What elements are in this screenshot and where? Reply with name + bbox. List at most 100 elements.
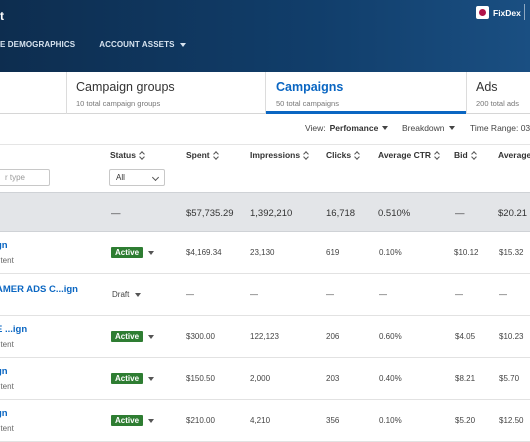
clicks-cell: 619 [326,248,340,257]
chevron-down-icon[interactable] [148,377,154,381]
campaign-name-link[interactable]: AMER ADS C...ign [0,284,78,295]
sort-icon [434,151,440,159]
tab-title: Ads [476,80,498,94]
chevron-down-icon[interactable] [148,251,154,255]
account-name: FixDex [493,7,521,18]
column-header-status[interactable]: Status [110,150,145,160]
average-cell: $15.32 [499,248,524,257]
bid-cell: $10.12 [454,248,479,257]
campaign-name-link[interactable]: gn [0,240,8,251]
column-header-average[interactable]: Average [498,150,530,160]
status-label[interactable]: Draft [112,290,130,299]
divider [66,72,67,114]
tab-ads[interactable]: Ads 200 total ads [466,72,530,114]
column-label: Spent [186,150,210,160]
total-impressions: 1,392,210 [250,208,293,219]
column-header-average-ctr[interactable]: Average CTR [378,150,440,160]
sort-icon [303,151,309,159]
sort-icon [213,151,219,159]
tab-campaign-groups[interactable]: Campaign groups 10 total campaign groups [66,72,265,114]
view-value: Perfomance [329,123,379,133]
column-label: Average CTR [378,150,432,160]
account-switcher[interactable]: FixDex [476,6,521,19]
column-header-clicks[interactable]: Clicks [326,150,360,160]
nav-item-demographics[interactable]: E DEMOGRAPHICS [0,40,75,49]
bid-cell: $4.05 [455,332,476,341]
name-filter-input[interactable]: r type [0,169,50,186]
total-average: $20.21 [498,208,528,219]
campaign-name-link[interactable]: E ...ign [0,324,28,335]
main-nav: E DEMOGRAPHICS ACCOUNT ASSETS [0,40,210,49]
chevron-down-icon [151,173,160,182]
clicks-cell: 356 [326,416,340,425]
sort-icon [139,151,145,159]
total-spent: $57,735.29 [186,208,234,219]
table-header: Status Spent Impressions Clicks Average … [0,144,530,164]
column-label: Impressions [250,150,301,160]
clicks-cell: 206 [326,332,340,341]
chevron-down-icon [179,42,186,47]
campaign-name-link[interactable]: gn [0,408,8,419]
status-filter-select[interactable]: All [109,169,165,186]
campaign-name-link[interactable]: gn [0,366,8,377]
bid-cell: $5.20 [455,416,476,425]
column-label: Clicks [326,150,352,160]
table-options: View: Perfomance Breakdown Time Range: 0… [0,114,530,144]
chevron-down-icon [382,126,389,130]
view-label: View: [305,123,326,133]
bid-cell: — [455,290,463,299]
nav-item-label: E DEMOGRAPHICS [0,40,76,49]
spent-cell: $210.00 [186,416,215,425]
totals-row: — $57,735.29 1,392,210 16,718 0.510% — $… [0,192,530,232]
ctr-cell: 0.40% [379,374,402,383]
impressions-cell: 2,000 [250,374,271,383]
status-badge[interactable]: Active [111,247,144,258]
tab-campaigns[interactable]: Campaigns 50 total campaigns [266,72,466,114]
chevron-down-icon [448,126,455,130]
filter-row: r type All [0,164,530,192]
column-header-bid[interactable]: Bid [454,150,477,160]
chevron-down-icon[interactable] [135,293,141,297]
top-bar: t FixDex E DEMOGRAPHICS ACCOUNT ASSETS [0,0,530,72]
total-status: — [111,208,121,219]
time-range-label: Time Range: 03, [470,123,530,133]
chevron-down-icon[interactable] [148,335,154,339]
ctr-cell: 0.10% [379,416,402,425]
status-badge[interactable]: Active [111,415,144,426]
breakdown-dropdown[interactable]: Breakdown [402,123,455,133]
account-logo-icon [476,6,489,19]
time-range-picker[interactable]: Time Range: 03, [470,123,530,133]
chevron-down-icon[interactable] [148,419,154,423]
tab-title: Campaign groups [76,80,175,94]
ctr-cell: 0.10% [379,248,402,257]
column-header-spent[interactable]: Spent [186,150,219,160]
column-header-impressions[interactable]: Impressions [250,150,309,160]
total-bid: — [455,208,465,219]
status-badge[interactable]: Active [111,331,144,342]
impressions-cell: 4,210 [250,416,271,425]
column-label: Status [110,150,136,160]
table-row[interactable]: AMER ADS C...ign Draft — — — — — — [0,274,530,316]
tab-subtitle: 200 total ads [476,99,519,108]
average-cell: $5.70 [499,374,520,383]
average-cell: $10.23 [499,332,524,341]
status-badge[interactable]: Active [111,373,144,384]
tab-title: Campaigns [276,80,344,94]
clicks-cell: — [326,290,334,299]
spent-cell: — [186,290,194,299]
spent-cell: $4,169.34 [186,248,222,257]
divider [466,72,467,114]
sort-icon [354,151,360,159]
view-dropdown[interactable]: View: Perfomance [305,123,389,133]
tab-subtitle: 10 total campaign groups [76,99,161,108]
bid-cell: $8.21 [455,374,476,383]
nav-item-account-assets[interactable]: ACCOUNT ASSETS [99,40,186,49]
spent-cell: $300.00 [186,332,215,341]
impressions-cell: — [250,290,258,299]
